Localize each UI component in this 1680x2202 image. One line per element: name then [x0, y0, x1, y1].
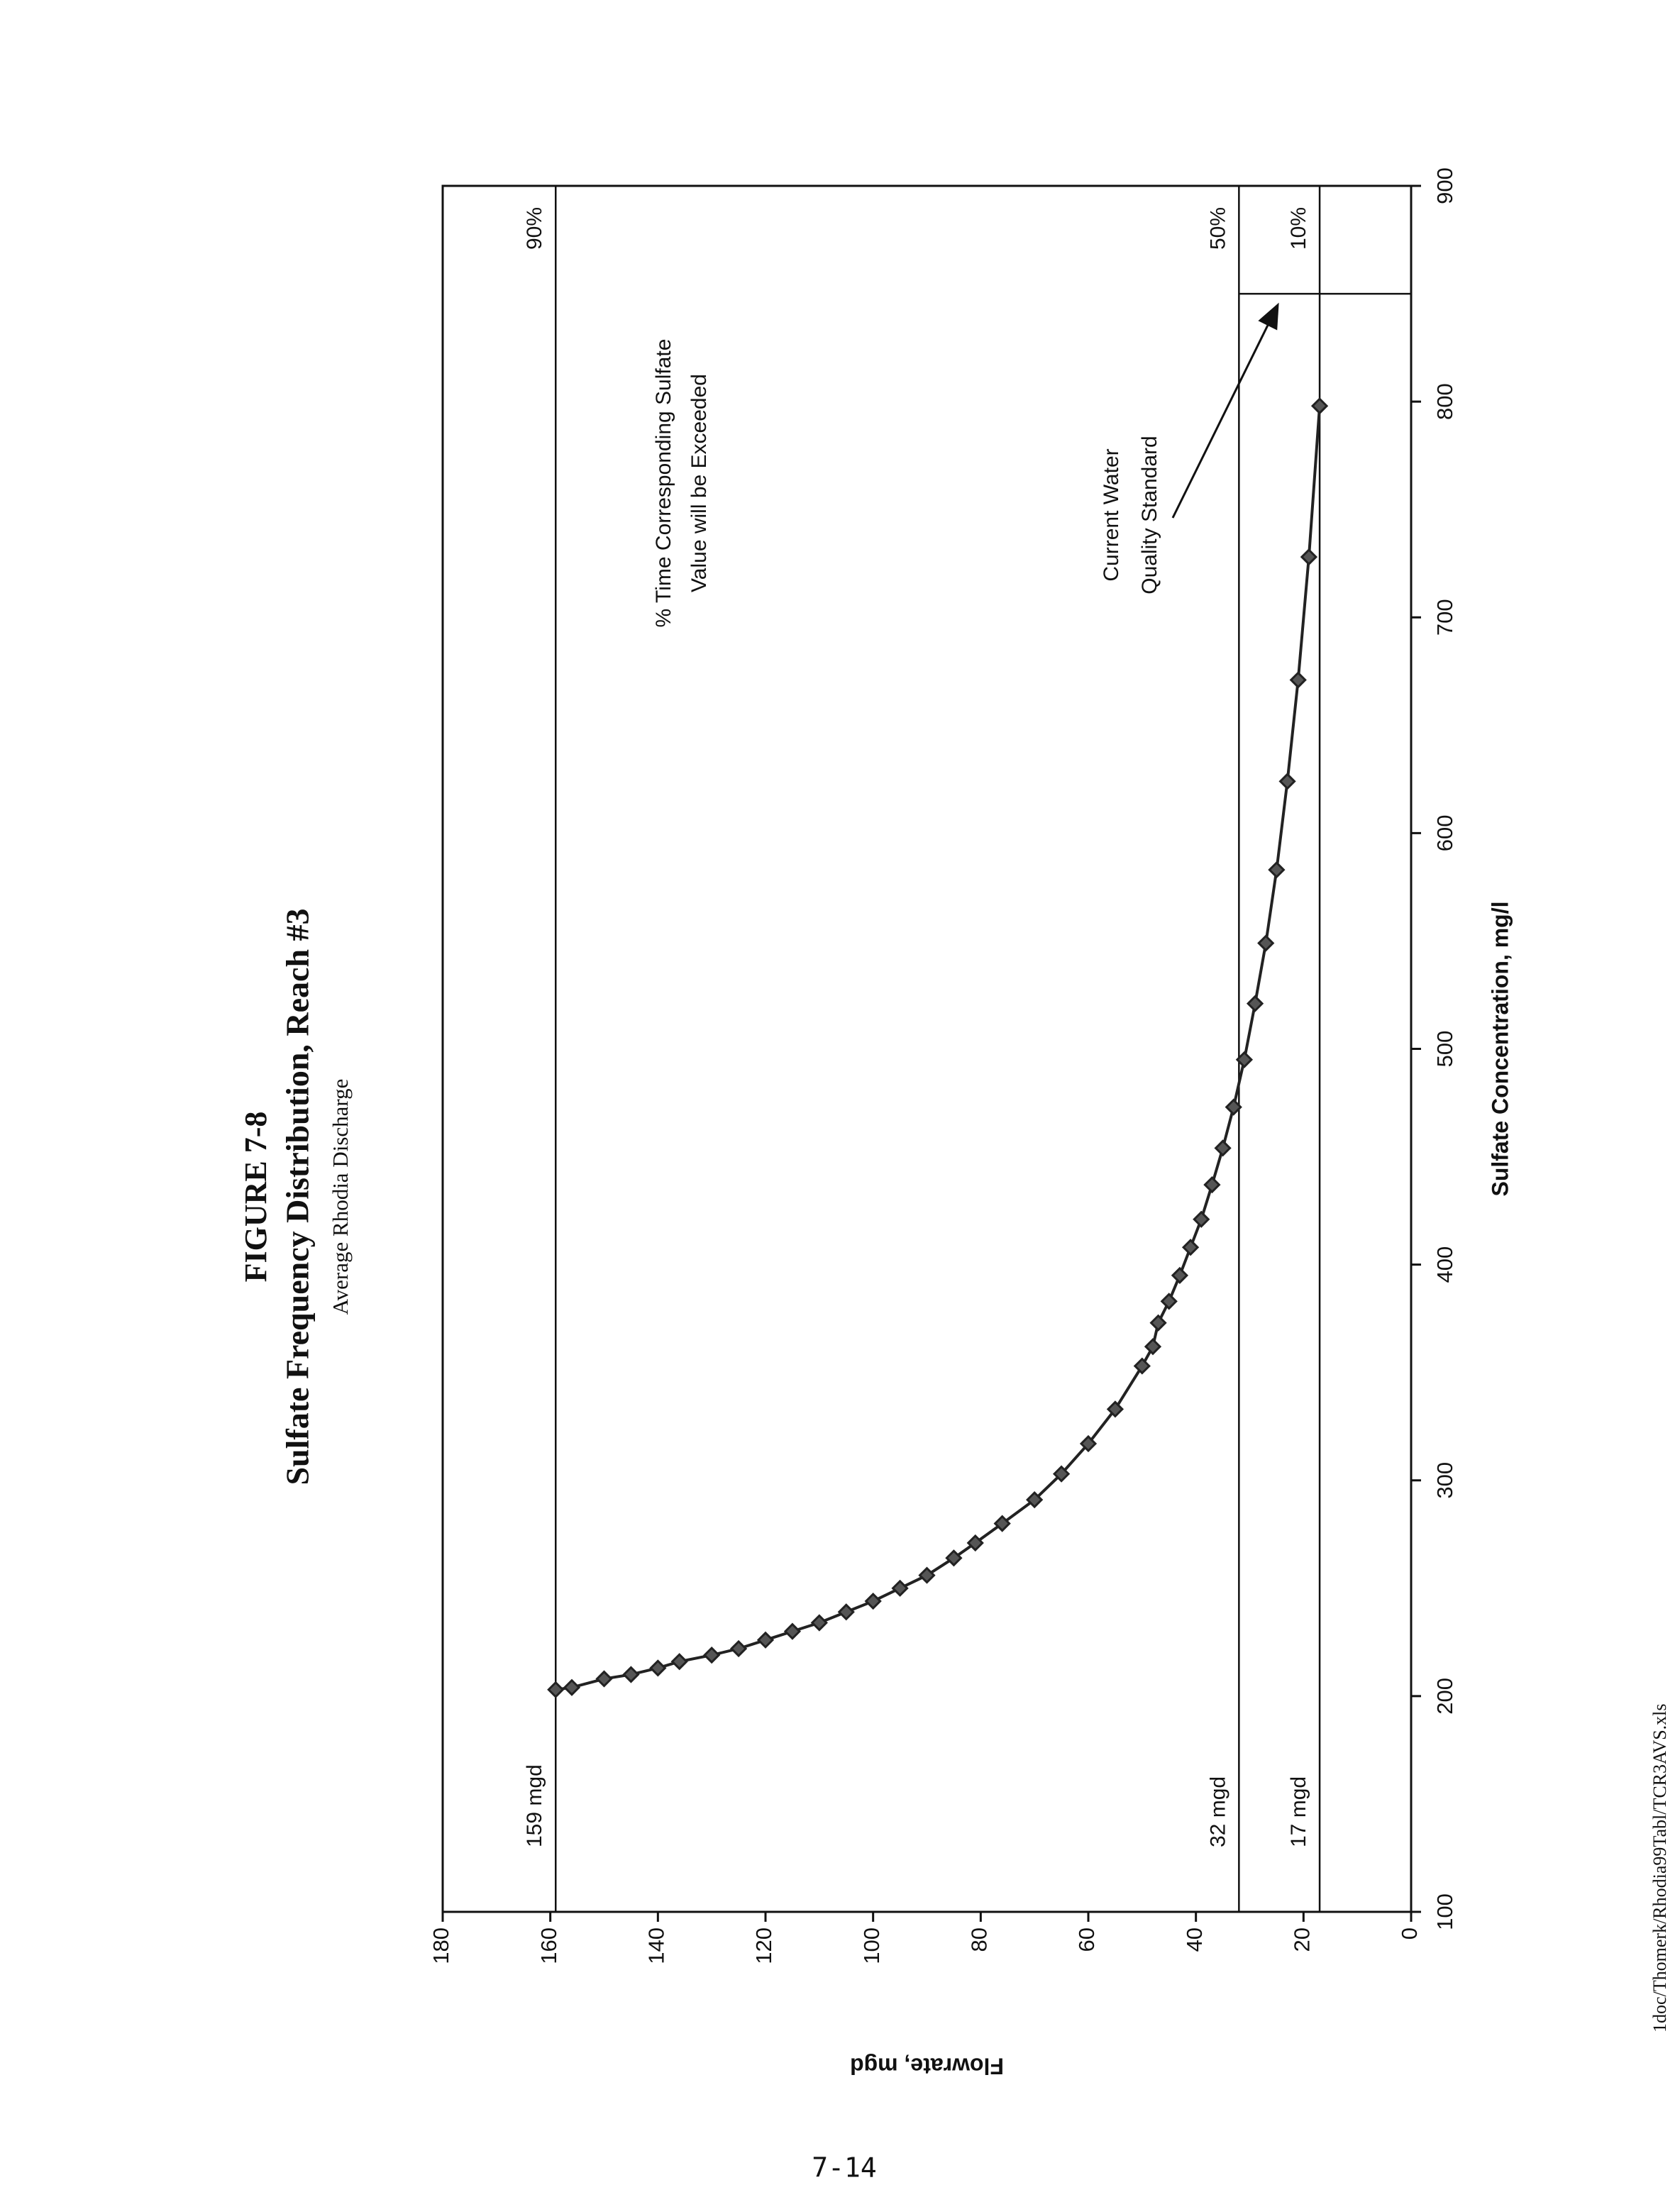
data-marker — [1079, 1434, 1098, 1453]
x-tick-label: 400 — [1432, 1246, 1457, 1283]
x-axis-title: Sulfate Concentration, mg/l — [1487, 901, 1513, 1196]
y-tick-label: 0 — [1397, 1927, 1422, 1940]
percent-label: 10% — [1287, 207, 1310, 250]
reference-label: 17 mgd — [1287, 1776, 1310, 1847]
data-marker — [945, 1549, 963, 1567]
data-marker — [1300, 548, 1318, 566]
rotated-chart: FIGURE 7-8 Sulfate Frequency Distributio… — [238, 167, 1670, 2079]
annotation: Value will be Exceeded — [687, 374, 711, 592]
data-marker — [993, 1515, 1011, 1532]
y-tick-label: 120 — [751, 1927, 776, 1964]
data-marker — [670, 1653, 688, 1671]
x-tick-label: 200 — [1432, 1678, 1457, 1715]
data-marker — [1257, 934, 1275, 952]
data-marker — [756, 1631, 775, 1649]
data-marker — [1193, 1210, 1210, 1228]
x-tick-label: 300 — [1432, 1462, 1457, 1499]
y-tick-label: 40 — [1182, 1927, 1207, 1952]
data-marker — [1106, 1400, 1124, 1418]
y-tick-label: 160 — [536, 1927, 561, 1964]
x-tick-label: 900 — [1432, 167, 1457, 204]
data-marker — [1289, 671, 1307, 689]
data-marker — [1214, 1139, 1232, 1157]
data-marker — [1235, 1051, 1254, 1068]
data-marker — [1052, 1465, 1071, 1483]
data-marker — [1310, 397, 1329, 415]
x-tick-label: 100 — [1432, 1893, 1457, 1930]
chart-subtitle: Average Rhodia Discharge — [328, 1079, 353, 1315]
page-number: 7-14 — [812, 2152, 877, 2184]
percent-label: 50% — [1206, 207, 1229, 250]
data-marker — [1278, 773, 1296, 790]
standard-label: Quality Standard — [1138, 436, 1161, 594]
data-marker — [1268, 861, 1286, 879]
data-marker — [595, 1670, 613, 1688]
x-tick-label: 500 — [1432, 1031, 1457, 1068]
data-marker — [837, 1603, 855, 1621]
x-tick-label: 700 — [1432, 599, 1457, 636]
x-tick-label: 600 — [1432, 815, 1457, 852]
data-marker — [891, 1579, 909, 1597]
data-marker — [1133, 1357, 1151, 1375]
y-tick-label: 180 — [429, 1927, 453, 1964]
data-marker — [1149, 1314, 1167, 1332]
annotation: % Time Corresponding Sulfate — [652, 339, 675, 628]
plot-frame — [441, 184, 1413, 1913]
data-marker — [918, 1566, 936, 1584]
data-marker — [1026, 1490, 1044, 1509]
y-tick-label: 20 — [1290, 1927, 1315, 1952]
data-marker — [649, 1659, 667, 1677]
y-axis-title: Flowrate, mgd — [850, 2054, 1004, 2079]
data-marker — [563, 1678, 581, 1696]
data-marker — [1246, 995, 1264, 1012]
data-marker — [783, 1622, 802, 1640]
reference-label: 159 mgd — [523, 1764, 546, 1847]
chart-title: Sulfate Frequency Distribution, Reach #3 — [280, 908, 316, 1485]
arrow — [1171, 302, 1279, 519]
standard-label: Current Water — [1100, 448, 1123, 581]
figure-label: FIGURE 7-8 — [238, 1112, 273, 1283]
data-marker — [729, 1639, 748, 1658]
y-tick-label: 60 — [1074, 1927, 1099, 1952]
data-marker — [1203, 1175, 1221, 1194]
data-marker — [966, 1534, 984, 1552]
y-tick-label: 100 — [859, 1927, 884, 1964]
file-path: 1doc/Thomerk/Rhodia99Tabl/TCR3AVS.xls — [1649, 1703, 1670, 2032]
percent-label: 90% — [523, 207, 546, 250]
data-marker — [1181, 1239, 1200, 1256]
data-marker — [1225, 1098, 1242, 1116]
data-marker — [703, 1646, 721, 1664]
data-marker — [547, 1681, 565, 1698]
data-marker — [1160, 1293, 1178, 1310]
x-tick-label: 800 — [1432, 383, 1457, 420]
series-line — [555, 406, 1322, 1691]
data-marker — [810, 1614, 828, 1632]
y-tick-label: 140 — [644, 1927, 669, 1964]
data-marker — [864, 1592, 882, 1610]
data-marker — [1171, 1266, 1189, 1284]
y-tick-label: 80 — [967, 1927, 992, 1952]
data-marker — [622, 1666, 640, 1683]
reference-label: 32 mgd — [1206, 1776, 1229, 1847]
data-marker — [1144, 1338, 1162, 1356]
